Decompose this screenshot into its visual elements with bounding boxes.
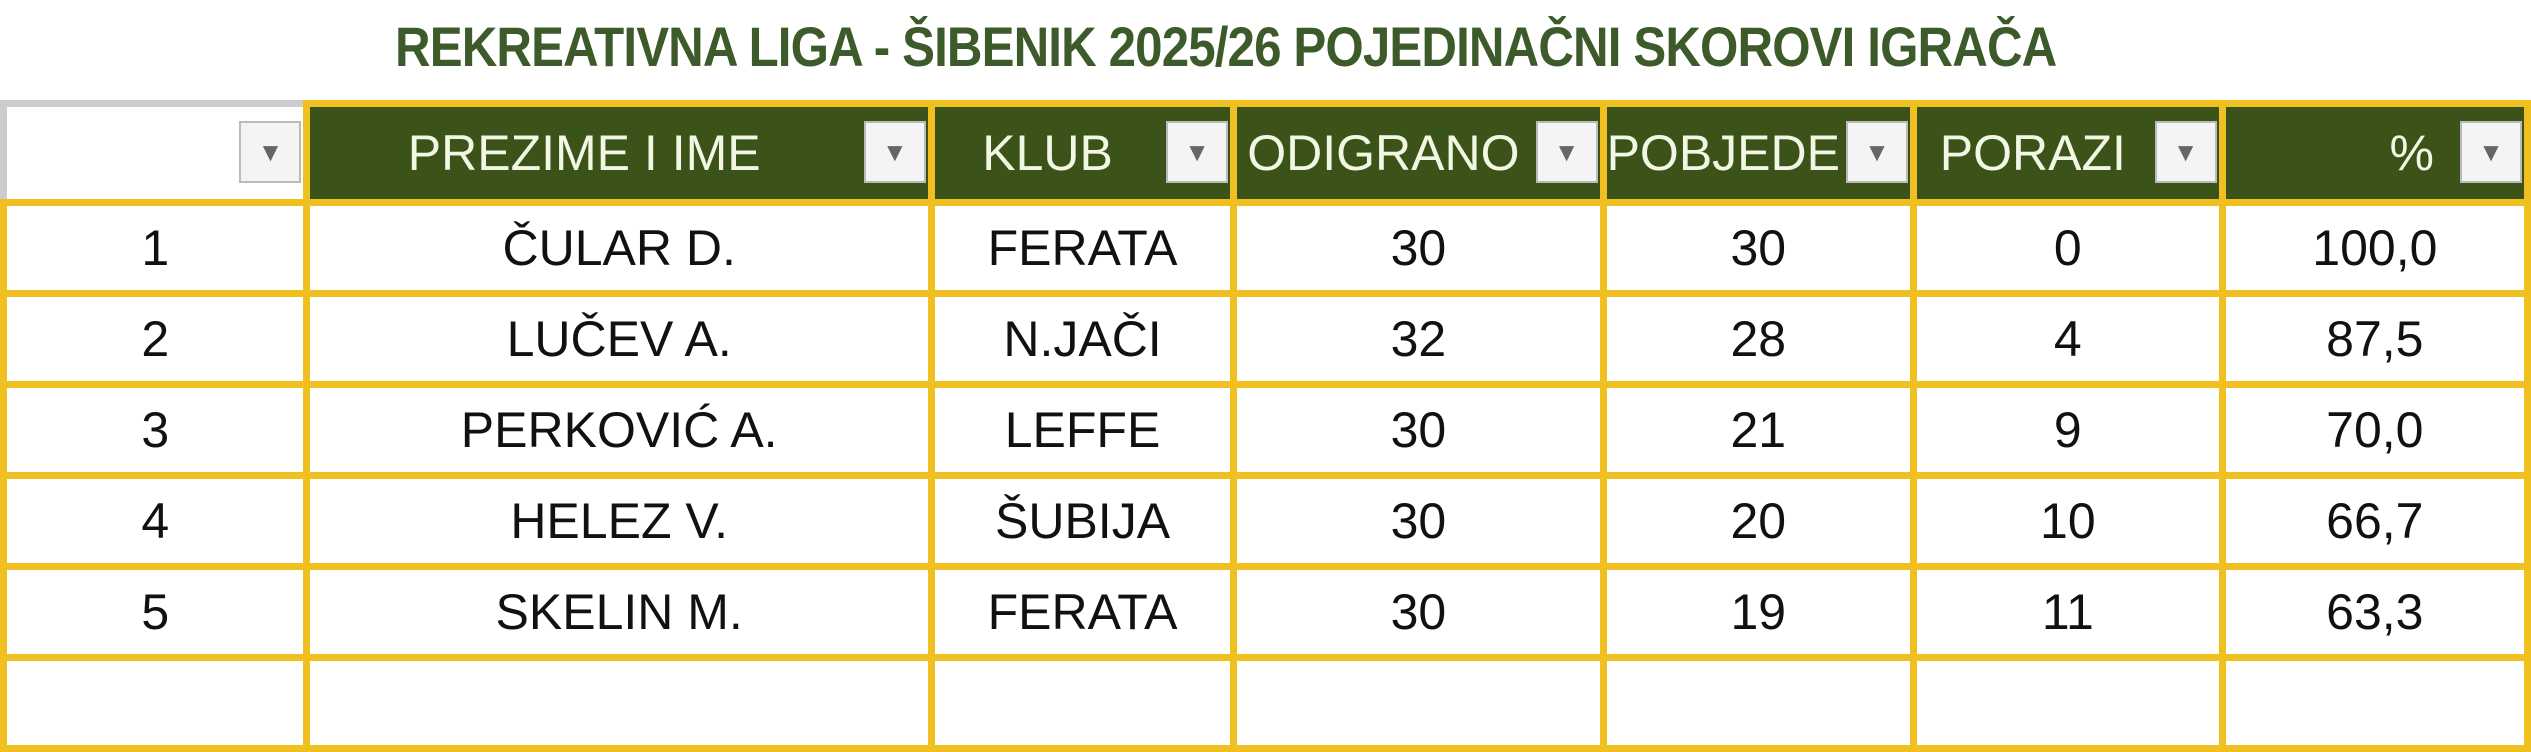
- club-cell[interactable]: FERATA: [927, 563, 1238, 661]
- rank-cell[interactable]: 2: [0, 290, 311, 388]
- percent-cell[interactable]: 100,0: [2218, 199, 2531, 297]
- losses-cell[interactable]: 11: [1909, 563, 2226, 661]
- losses-cell[interactable]: 0: [1909, 199, 2226, 297]
- table-row: 1 ČULAR D. FERATA 30 30 0 100,0: [0, 199, 2531, 297]
- losses-cell[interactable]: 10: [1909, 472, 2226, 570]
- rank-cell[interactable]: 4: [0, 472, 311, 570]
- header-percent: % ▼: [2218, 100, 2531, 206]
- scores-table: ▼ PREZIME I IME ▼ KLUB ▼ ODIGRANO ▼ POBJEDE…: [0, 100, 2531, 752]
- empty-cell[interactable]: [1909, 654, 2226, 752]
- empty-cell[interactable]: [927, 654, 1238, 752]
- header-club: KLUB ▼: [927, 100, 1238, 206]
- header-name: PREZIME I IME ▼: [303, 100, 935, 206]
- filter-dropdown-icon[interactable]: ▼: [1535, 121, 1597, 183]
- losses-cell[interactable]: 9: [1909, 381, 2226, 479]
- played-cell[interactable]: 32: [1230, 290, 1607, 388]
- filter-dropdown-icon[interactable]: ▼: [1166, 121, 1227, 183]
- club-cell[interactable]: N.JAČI: [927, 290, 1238, 388]
- name-cell[interactable]: PERKOVIĆ A.: [303, 381, 935, 479]
- filter-dropdown-icon[interactable]: ▼: [239, 121, 300, 183]
- club-cell[interactable]: FERATA: [927, 199, 1238, 297]
- sheet-title: REKREATIVNA LIGA - ŠIBENIK 2025/26 POJED…: [395, 15, 2057, 78]
- played-cell[interactable]: 30: [1230, 472, 1607, 570]
- wins-cell[interactable]: 19: [1599, 563, 1917, 661]
- table-row: 2 LUČEV A. N.JAČI 32 28 4 87,5: [0, 290, 2531, 388]
- name-cell[interactable]: LUČEV A.: [303, 290, 935, 388]
- wins-cell[interactable]: 28: [1599, 290, 1917, 388]
- name-cell[interactable]: ČULAR D.: [303, 199, 935, 297]
- percent-cell[interactable]: 87,5: [2218, 290, 2531, 388]
- losses-cell[interactable]: 4: [1909, 290, 2226, 388]
- empty-cell[interactable]: [0, 654, 311, 752]
- wins-cell[interactable]: 21: [1599, 381, 1917, 479]
- table-row: 5 SKELIN M. FERATA 30 19 11 63,3: [0, 563, 2531, 661]
- filter-dropdown-icon[interactable]: ▼: [2460, 121, 2521, 183]
- club-cell[interactable]: ŠUBIJA: [927, 472, 1238, 570]
- name-cell[interactable]: HELEZ V.: [303, 472, 935, 570]
- played-cell[interactable]: 30: [1230, 563, 1607, 661]
- rank-cell[interactable]: 5: [0, 563, 311, 661]
- filter-dropdown-icon[interactable]: ▼: [863, 121, 925, 183]
- header-wins: POBJEDE ▼: [1599, 100, 1917, 206]
- empty-cell[interactable]: [2218, 654, 2531, 752]
- filter-dropdown-icon[interactable]: ▼: [2154, 121, 2216, 183]
- table-row: 4 HELEZ V. ŠUBIJA 30 20 10 66,7: [0, 472, 2531, 570]
- percent-cell[interactable]: 66,7: [2218, 472, 2531, 570]
- header-played: ODIGRANO ▼: [1230, 100, 1607, 206]
- rank-cell[interactable]: 3: [0, 381, 311, 479]
- table-row-partial: [0, 654, 2531, 752]
- table-row: 3 PERKOVIĆ A. LEFFE 30 21 9 70,0: [0, 381, 2531, 479]
- empty-cell[interactable]: [1599, 654, 1917, 752]
- percent-cell[interactable]: 70,0: [2218, 381, 2531, 479]
- header-row: ▼ PREZIME I IME ▼ KLUB ▼ ODIGRANO ▼ POBJEDE…: [0, 100, 2531, 206]
- wins-cell[interactable]: 20: [1599, 472, 1917, 570]
- filter-dropdown-icon[interactable]: ▼: [1845, 121, 1907, 183]
- wins-cell[interactable]: 30: [1599, 199, 1917, 297]
- club-cell[interactable]: LEFFE: [927, 381, 1238, 479]
- header-rank: ▼: [0, 100, 311, 206]
- name-cell[interactable]: SKELIN M.: [303, 563, 935, 661]
- empty-cell[interactable]: [1230, 654, 1607, 752]
- header-losses: PORAZI ▼: [1909, 100, 2226, 206]
- empty-cell[interactable]: [303, 654, 935, 752]
- played-cell[interactable]: 30: [1230, 199, 1607, 297]
- played-cell[interactable]: 30: [1230, 381, 1607, 479]
- percent-cell[interactable]: 63,3: [2218, 563, 2531, 661]
- rank-cell[interactable]: 1: [0, 199, 311, 297]
